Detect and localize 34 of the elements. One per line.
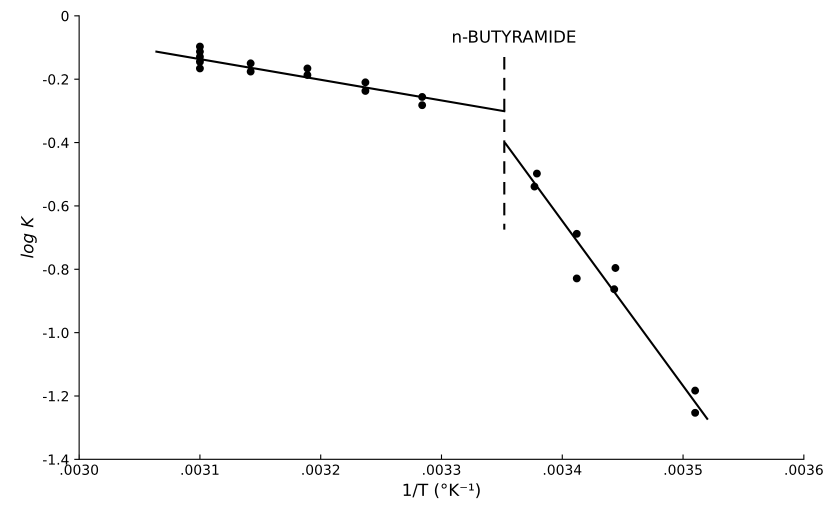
y-tick-label: -0.4 [42, 138, 69, 148]
y-tick-label: -0.2 [42, 74, 68, 85]
x-tick-label: .0030 [60, 464, 98, 475]
point [303, 71, 312, 80]
point [530, 182, 538, 191]
y-tick-label: -1.4 [42, 454, 69, 465]
point [691, 386, 700, 395]
point [572, 230, 581, 238]
y-tick-label: 0 [61, 10, 68, 22]
point [196, 64, 204, 72]
text: n-BUTYRAMIDE [453, 30, 576, 43]
point [611, 264, 620, 272]
point [572, 274, 581, 282]
x-tick-label: .0035 [664, 464, 702, 475]
point [418, 92, 426, 101]
point [610, 285, 618, 294]
point [246, 59, 255, 68]
point [246, 68, 255, 76]
x-tick-label: .0031 [182, 464, 219, 475]
y-axis-title: log K [20, 216, 37, 258]
point [532, 170, 541, 178]
point [418, 101, 426, 110]
point [691, 408, 700, 417]
y-tick-label: -1.0 [42, 328, 68, 338]
y-tick-label: -1.2 [42, 390, 68, 402]
x-tick-label: .0032 [302, 464, 340, 475]
point [361, 78, 370, 86]
x-tick-label: .0033 [423, 464, 460, 475]
x-tick-label: .0036 [785, 464, 823, 475]
y-tick-label: -0.6 [42, 200, 69, 212]
x-tick-label: .0034 [544, 464, 582, 475]
x-axis-title: 1/T (°K⁻¹) [404, 483, 480, 498]
point [303, 64, 312, 72]
y-tick-label: -0.8 [42, 264, 68, 275]
